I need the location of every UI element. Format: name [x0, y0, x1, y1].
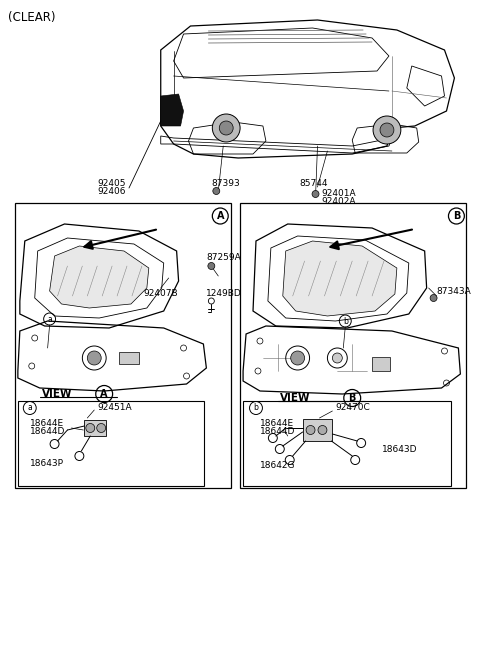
Bar [18, 401, 204, 486]
Text: 92470C: 92470C [336, 403, 370, 413]
Bar [302, 419, 332, 441]
Bar [84, 420, 106, 436]
Circle shape [306, 426, 315, 434]
Text: a: a [47, 314, 52, 323]
Text: 18644E: 18644E [260, 419, 294, 428]
Circle shape [430, 295, 437, 302]
Text: 92401A: 92401A [322, 190, 356, 199]
Bar [15, 203, 231, 488]
Text: (CLEAR): (CLEAR) [8, 12, 55, 24]
Text: B: B [348, 393, 356, 403]
Text: 18644D: 18644D [260, 428, 295, 436]
Bar [243, 401, 452, 486]
Text: 18643D: 18643D [382, 445, 418, 453]
Polygon shape [49, 246, 149, 308]
Circle shape [332, 353, 342, 363]
Text: A: A [216, 211, 224, 221]
Circle shape [373, 116, 401, 144]
Text: 1249BD: 1249BD [206, 289, 242, 298]
Text: A: A [100, 389, 108, 399]
Text: 18642G: 18642G [260, 462, 296, 470]
Text: B: B [453, 211, 460, 221]
Circle shape [87, 351, 101, 365]
Circle shape [97, 424, 106, 432]
Circle shape [312, 190, 319, 197]
Circle shape [213, 188, 220, 194]
Circle shape [219, 121, 233, 135]
Text: VIEW: VIEW [280, 393, 310, 403]
Text: 92451A: 92451A [97, 403, 132, 413]
Circle shape [208, 262, 215, 270]
Text: 92407B: 92407B [144, 289, 179, 298]
Polygon shape [161, 94, 183, 126]
Circle shape [291, 351, 305, 365]
Text: VIEW: VIEW [42, 389, 72, 399]
Bar [240, 203, 467, 488]
Text: 92406: 92406 [97, 188, 126, 197]
Text: 92405: 92405 [97, 180, 126, 188]
Text: b: b [253, 403, 258, 413]
Text: a: a [27, 403, 32, 413]
Bar [119, 352, 139, 364]
Text: 87259A: 87259A [206, 253, 241, 262]
Text: 92402A: 92402A [322, 197, 356, 207]
Circle shape [380, 123, 394, 137]
Bar [372, 357, 390, 371]
Text: 18644E: 18644E [30, 419, 64, 428]
Text: 18643P: 18643P [30, 459, 64, 468]
Text: 85744: 85744 [300, 180, 328, 188]
Circle shape [212, 114, 240, 142]
Circle shape [318, 426, 327, 434]
Text: 18644D: 18644D [30, 428, 65, 436]
Polygon shape [283, 241, 397, 316]
Text: 87393: 87393 [211, 180, 240, 188]
Text: 87343A: 87343A [437, 287, 471, 295]
Circle shape [86, 424, 95, 432]
Text: b: b [343, 316, 348, 325]
